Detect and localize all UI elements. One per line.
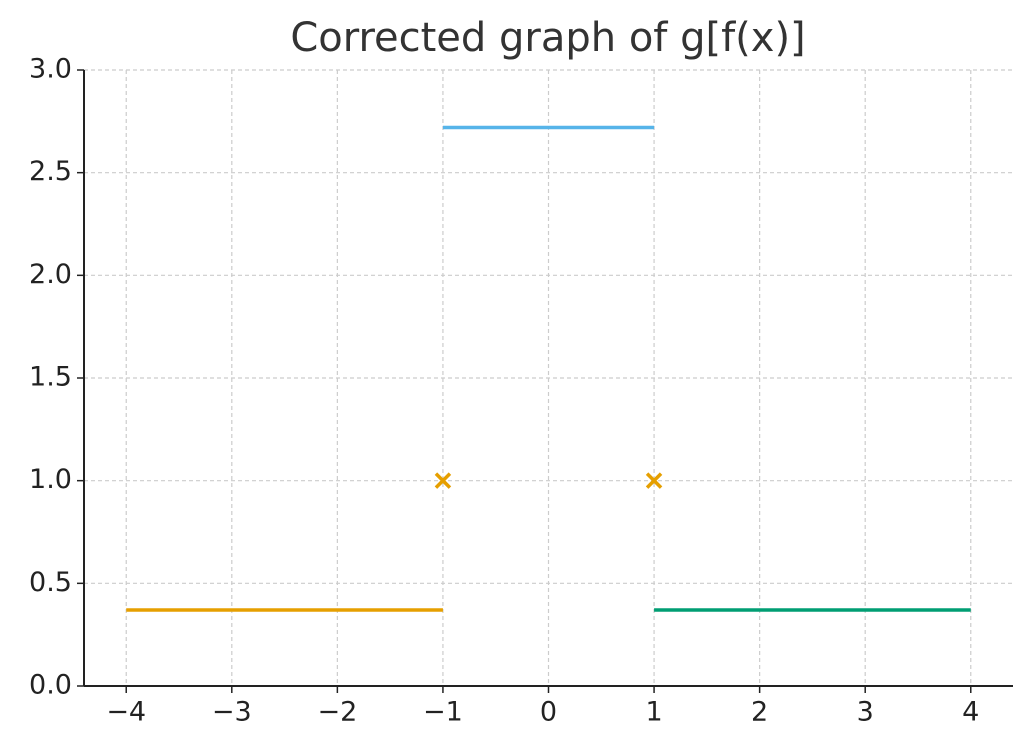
x-tick-label: 2 bbox=[751, 697, 768, 728]
y-tick-label: 1.5 bbox=[29, 362, 72, 393]
x-tick-label: 4 bbox=[962, 697, 979, 728]
x-marker bbox=[645, 472, 663, 489]
x-tick-label: 3 bbox=[857, 697, 874, 728]
chart-title: Corrected graph of g[f(x)] bbox=[290, 15, 805, 61]
y-tick-label: 2.5 bbox=[29, 156, 72, 187]
x-tick-label: −2 bbox=[317, 697, 357, 728]
x-tick-label: 1 bbox=[645, 697, 662, 728]
y-tick-label: 0.5 bbox=[29, 567, 72, 598]
x-tick-label: −3 bbox=[212, 697, 252, 728]
y-tick-label: 0.0 bbox=[29, 670, 72, 701]
y-tick-label: 2.0 bbox=[29, 259, 72, 290]
x-tick-label: 0 bbox=[540, 697, 557, 728]
y-tick-label: 3.0 bbox=[29, 54, 72, 85]
x-tick-label: −1 bbox=[423, 697, 463, 728]
x-marker bbox=[434, 472, 452, 489]
x-tick-label: −4 bbox=[106, 697, 146, 728]
y-tick-label: 1.0 bbox=[29, 464, 72, 495]
